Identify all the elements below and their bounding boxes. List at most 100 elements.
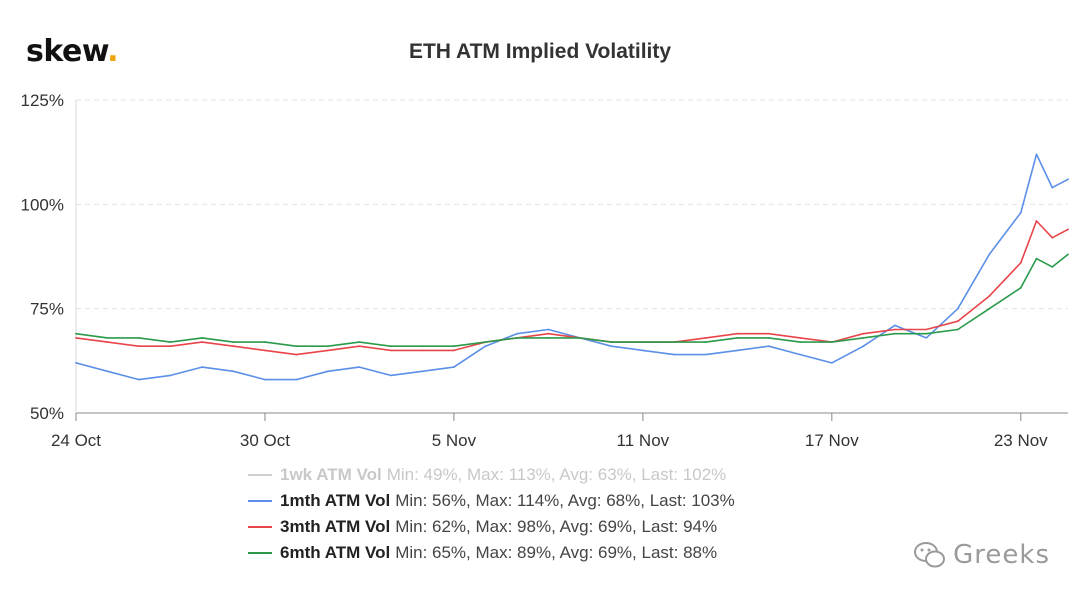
data-point-3mth: [988, 295, 991, 297]
data-point-3mth: [327, 349, 329, 352]
data-point-6mth: [1067, 253, 1069, 256]
data-point-6mth: [358, 341, 361, 343]
data-point-1mth: [169, 374, 172, 377]
x-tick-label: 17 Nov: [805, 431, 859, 450]
legend-item-1mth[interactable]: 1mth ATM Vol Min: 56%, Max: 114%, Avg: 6…: [248, 488, 735, 514]
data-point-3mth: [893, 328, 896, 331]
data-point-1mth: [484, 345, 487, 348]
data-point-1mth: [232, 370, 235, 373]
series-lines: [75, 153, 1069, 381]
data-point-1mth: [547, 328, 550, 331]
data-point-6mth: [453, 345, 455, 348]
data-point-1mth: [358, 366, 361, 368]
data-point-3mth: [862, 332, 865, 335]
legend-swatch-6mth: [248, 552, 272, 554]
data-point-1mth: [988, 253, 991, 256]
data-point-3mth: [106, 341, 109, 343]
data-point-1mth: [673, 353, 676, 356]
x-tick-label: 5 Nov: [432, 431, 477, 450]
data-point-1mth: [610, 345, 613, 348]
data-point-1mth: [106, 370, 109, 373]
y-axis-ticks: 125% 100% 75% 50%: [21, 91, 64, 423]
skew-logo: skew.: [26, 34, 119, 69]
data-point-3mth: [956, 320, 959, 323]
data-point-1mth: [736, 349, 739, 352]
data-point-3mth: [736, 332, 739, 335]
legend-stats: Min: 65%, Max: 89%, Avg: 69%, Last: 88%: [395, 543, 718, 562]
data-point-6mth: [1051, 266, 1054, 268]
y-tick-label: 125%: [21, 91, 64, 110]
data-point-3mth: [799, 337, 802, 339]
y-tick-label: 75%: [30, 300, 64, 319]
legend-item-1wk[interactable]: 1wk ATM Vol Min: 49%, Max: 113%, Avg: 63…: [248, 462, 735, 488]
data-point-6mth: [988, 307, 991, 310]
data-point-3mth: [295, 353, 298, 356]
data-point-3mth: [547, 332, 550, 335]
data-point-1mth: [1019, 211, 1022, 214]
legend-name: 6mth ATM Vol: [280, 543, 391, 562]
data-point-3mth: [1019, 261, 1022, 264]
legend-stats: Min: 56%, Max: 114%, Avg: 68%, Last: 103…: [395, 491, 735, 510]
data-point-6mth: [925, 332, 928, 335]
series-line-1mth: [75, 153, 1069, 381]
legend-name: 1mth ATM Vol: [280, 491, 391, 510]
legend-item-6mth[interactable]: 6mth ATM Vol Min: 65%, Max: 89%, Avg: 69…: [248, 540, 735, 566]
data-point-1mth: [201, 366, 203, 368]
data-point-3mth: [232, 345, 235, 348]
legend-item-3mth[interactable]: 3mth ATM Vol Min: 62%, Max: 98%, Avg: 69…: [248, 514, 735, 540]
data-point-1mth: [704, 353, 707, 356]
data-point-1mth: [295, 378, 298, 381]
data-point-6mth: [516, 337, 518, 339]
x-tick-label: 11 Nov: [617, 431, 670, 450]
data-point-1mth: [264, 378, 266, 381]
data-point-6mth: [610, 341, 613, 343]
data-point-6mth: [75, 332, 77, 335]
x-tick-label: 30 Oct: [240, 431, 290, 450]
data-point-6mth: [767, 337, 770, 339]
x-axis: 24 Oct 30 Oct 5 Nov 11 Nov 17 Nov 23 Nov: [51, 100, 1068, 450]
data-point-6mth: [390, 345, 392, 348]
data-point-1mth: [642, 349, 644, 352]
data-point-1mth: [1035, 153, 1038, 156]
data-point-1mth: [75, 362, 77, 364]
data-point-1mth: [799, 353, 802, 356]
data-point-6mth: [232, 341, 235, 343]
data-point-3mth: [201, 341, 203, 343]
data-point-3mth: [358, 345, 361, 348]
data-point-3mth: [421, 349, 424, 352]
data-point-6mth: [956, 328, 959, 331]
data-point-6mth: [327, 345, 329, 348]
legend-stats: Min: 49%, Max: 113%, Avg: 63%, Last: 102…: [386, 465, 727, 484]
chart-title: ETH ATM Implied Volatility: [408, 40, 672, 63]
data-point-6mth: [295, 345, 298, 348]
data-point-1mth: [956, 307, 959, 310]
data-point-6mth: [673, 341, 676, 343]
watermark-text: Greeks: [953, 540, 1050, 570]
data-point-1mth: [453, 366, 455, 368]
data-point-3mth: [767, 332, 770, 335]
data-point-3mth: [169, 345, 172, 348]
legend-name: 1wk ATM Vol: [280, 465, 382, 484]
data-point-6mth: [169, 341, 172, 343]
data-point-6mth: [264, 341, 266, 343]
watermark: Greeks: [913, 540, 1050, 570]
data-point-6mth: [893, 332, 896, 335]
data-point-1mth: [830, 362, 833, 364]
series-line-6mth: [75, 253, 1069, 347]
data-point-1mth: [862, 345, 865, 348]
data-point-3mth: [75, 337, 77, 339]
data-point-6mth: [106, 337, 109, 339]
data-point-6mth: [799, 341, 802, 343]
legend-name: 3mth ATM Vol: [280, 517, 391, 536]
legend: 1wk ATM Vol Min: 49%, Max: 113%, Avg: 63…: [248, 462, 735, 566]
data-point-1mth: [327, 370, 329, 373]
x-tick-label: 23 Nov: [994, 431, 1048, 450]
data-point-6mth: [736, 337, 739, 339]
data-point-1mth: [1051, 186, 1054, 189]
data-point-3mth: [1051, 236, 1054, 239]
data-point-6mth: [138, 337, 140, 339]
data-point-6mth: [830, 341, 833, 343]
data-point-1mth: [390, 374, 392, 377]
data-point-1mth: [767, 345, 770, 348]
